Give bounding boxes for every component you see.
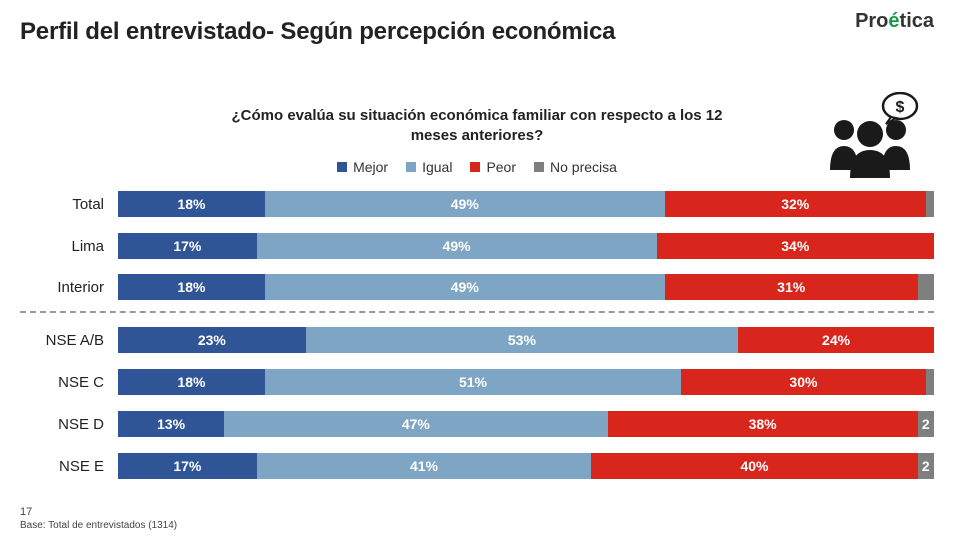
bar-segment: 40% — [591, 453, 917, 479]
legend-label: Peor — [486, 159, 516, 175]
logo-text-pre: Pro — [855, 10, 888, 32]
bar-segment: 24% — [738, 327, 934, 353]
legend-item: Igual — [406, 159, 452, 175]
bar-segment: 23% — [118, 327, 306, 353]
bar-segment: 38% — [608, 411, 918, 437]
bar: 18%49%32% — [118, 191, 934, 217]
bar: 17%41%40%2 — [118, 453, 934, 479]
row-label: Interior — [20, 279, 118, 296]
row-label: NSE C — [20, 374, 118, 391]
bar-segment: 17% — [118, 453, 257, 479]
bar-segment: 17% — [118, 233, 257, 259]
row-label: Lima — [20, 238, 118, 255]
logo-text-accent: é — [888, 10, 899, 32]
legend-label: Igual — [422, 159, 452, 175]
footer-note: Base: Total de entrevistados (1314) — [20, 519, 177, 532]
question-text: ¿Cómo evalúa su situación económica fami… — [217, 106, 737, 145]
bar: 23%53%24% — [118, 327, 934, 353]
bar-segment: 53% — [306, 327, 738, 353]
bar: 13%47%38%2 — [118, 411, 934, 437]
chart-row: Lima17%49%34% — [20, 231, 934, 261]
legend-item: Mejor — [337, 159, 388, 175]
legend-swatch — [406, 162, 416, 172]
bar-segment: 49% — [265, 274, 665, 300]
chart-row: NSE D13%47%38%2 — [20, 409, 934, 439]
row-label: NSE D — [20, 416, 118, 433]
chart-legend: Mejor Igual Peor No precisa — [20, 159, 934, 175]
bar-segment: 18% — [118, 369, 265, 395]
bar: 18%49%31% — [118, 274, 934, 300]
row-label: NSE E — [20, 458, 118, 475]
bar-segment: 49% — [257, 233, 657, 259]
stacked-bar-chart: Total18%49%32%Lima17%49%34%Interior18%49… — [20, 189, 934, 481]
row-label: Total — [20, 196, 118, 213]
bar-segment: 18% — [118, 191, 265, 217]
bar-segment: 2 — [918, 411, 934, 437]
bar-segment: 47% — [224, 411, 608, 437]
legend-item: No precisa — [534, 159, 617, 175]
logo-text-post: tica — [900, 10, 934, 32]
chart-row: Interior18%49%31% — [20, 273, 934, 313]
chart-row: NSE A/B23%53%24% — [20, 325, 934, 355]
chart-row: NSE E17%41%40%2 — [20, 451, 934, 481]
svg-text:$: $ — [896, 99, 905, 116]
bar-segment: 49% — [265, 191, 665, 217]
bar-segment: 32% — [665, 191, 926, 217]
legend-label: Mejor — [353, 159, 388, 175]
footer: 17 Base: Total de entrevistados (1314) — [20, 505, 177, 532]
slide: Perfil del entrevistado- Según percepció… — [0, 0, 960, 540]
bar-segment: 34% — [657, 233, 934, 259]
bar: 18%51%30% — [118, 369, 934, 395]
bar-segment — [926, 369, 934, 395]
bar-segment — [918, 274, 934, 300]
chart-row: Total18%49%32% — [20, 189, 934, 219]
bar-segment: 31% — [665, 274, 918, 300]
page-number: 17 — [20, 505, 177, 519]
bar-segment — [926, 191, 934, 217]
legend-label: No precisa — [550, 159, 617, 175]
legend-swatch — [470, 162, 480, 172]
row-label: NSE A/B — [20, 332, 118, 349]
chart-row: NSE C18%51%30% — [20, 367, 934, 397]
legend-swatch — [534, 162, 544, 172]
bar-segment: 2 — [918, 453, 934, 479]
bar-segment: 41% — [257, 453, 592, 479]
legend-swatch — [337, 162, 347, 172]
bar-segment: 13% — [118, 411, 224, 437]
people-money-icon: $ — [820, 92, 920, 182]
bar-segment: 51% — [265, 369, 681, 395]
brand-logo: Proética — [855, 10, 934, 33]
bar-segment: 18% — [118, 274, 265, 300]
page-title: Perfil del entrevistado- Según percepció… — [20, 18, 934, 46]
bar: 17%49%34% — [118, 233, 934, 259]
legend-item: Peor — [470, 159, 516, 175]
bar-segment: 30% — [681, 369, 926, 395]
